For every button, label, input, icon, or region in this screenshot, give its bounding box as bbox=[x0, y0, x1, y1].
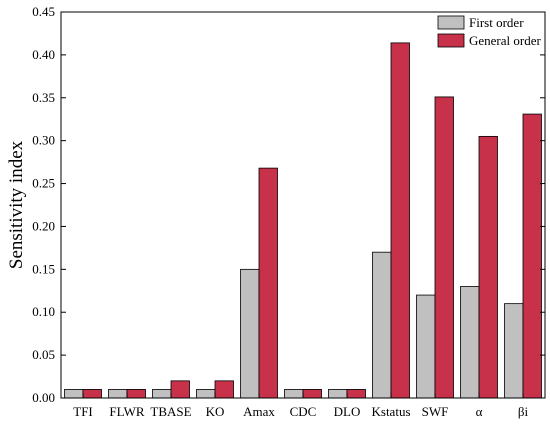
y-tick-label: 0.35 bbox=[32, 90, 55, 105]
x-tick-label: CDC bbox=[290, 404, 317, 419]
y-tick-label: 0.10 bbox=[32, 304, 55, 319]
x-tick-label: DLO bbox=[334, 404, 361, 419]
bar-general-order bbox=[302, 389, 322, 399]
x-tick-label: SWF bbox=[422, 404, 449, 419]
y-tick-label: 0.15 bbox=[32, 261, 55, 276]
legend-label-general-order: General order bbox=[469, 33, 541, 48]
y-axis-title: Sensitivity index bbox=[6, 140, 27, 269]
x-tick-label: TFI bbox=[73, 404, 93, 419]
x-tick-label: FLWR bbox=[109, 404, 144, 419]
y-tick-label: 0.20 bbox=[32, 218, 55, 233]
bar-first-order bbox=[328, 389, 348, 399]
x-axis: TFI FLWR TBASE KO Amax CDC DLO Kstatus SWF α βi bbox=[73, 393, 528, 419]
x-tick-label: Kstatus bbox=[372, 404, 411, 419]
legend: First order General order bbox=[437, 15, 541, 48]
bar-first-order bbox=[240, 268, 260, 399]
bar-general-order bbox=[390, 42, 410, 399]
y-axis: 0.00 0.05 0.10 0.15 0.20 0.25 0.30 0.35 0.40 0.45 bbox=[32, 4, 545, 405]
y-tick-label: 0.45 bbox=[32, 4, 55, 19]
bar-general-order bbox=[214, 380, 234, 399]
bar-general-order bbox=[478, 135, 498, 399]
bar-first-order bbox=[460, 286, 480, 399]
legend-swatch-first-order bbox=[437, 15, 465, 30]
bar-first-order bbox=[416, 294, 436, 399]
bar-first-order bbox=[504, 303, 524, 399]
bar-first-order bbox=[196, 389, 216, 399]
bar-first-order bbox=[372, 251, 392, 399]
y-tick-label: 0.25 bbox=[32, 176, 55, 191]
x-tick-label: Amax bbox=[243, 404, 275, 419]
bars-group bbox=[64, 42, 542, 399]
x-tick-label: KO bbox=[206, 404, 225, 419]
y-tick-label: 0.00 bbox=[32, 390, 55, 405]
y-tick-label: 0.05 bbox=[32, 347, 55, 362]
x-tick-label: TBASE bbox=[150, 404, 191, 419]
bar-general-order bbox=[126, 389, 146, 399]
bar-first-order bbox=[284, 389, 304, 399]
bar-first-order bbox=[108, 389, 128, 399]
bar-general-order bbox=[258, 167, 278, 399]
bar-general-order bbox=[522, 113, 542, 399]
y-tick-label: 0.30 bbox=[32, 133, 55, 148]
x-tick-label: βi bbox=[518, 404, 529, 419]
legend-label-first-order: First order bbox=[469, 15, 524, 30]
bar-first-order bbox=[152, 389, 172, 399]
legend-swatch-general-order bbox=[437, 33, 465, 48]
y-tick-label: 0.40 bbox=[32, 47, 55, 62]
bar-first-order bbox=[64, 389, 84, 399]
bar-general-order bbox=[82, 389, 102, 399]
bar-general-order bbox=[346, 389, 366, 399]
bar-general-order bbox=[434, 96, 454, 399]
bar-general-order bbox=[170, 380, 190, 399]
x-tick-label: α bbox=[476, 404, 483, 419]
